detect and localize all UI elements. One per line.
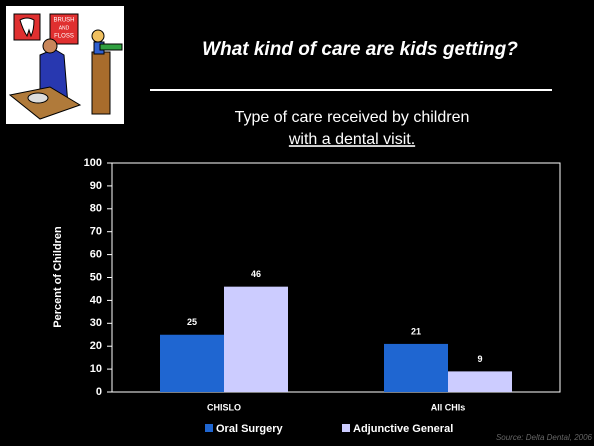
sign-text: AND: [59, 25, 70, 31]
patient: [27, 92, 49, 104]
legend-label: Adjunctive General: [353, 423, 453, 435]
illustration: BRUSH AND FLOSS: [6, 6, 124, 124]
legend-swatch: [205, 424, 213, 432]
bar: [384, 343, 448, 392]
subtitle: with a dental visit.: [288, 131, 415, 148]
legend-label: Oral Surgery: [216, 423, 284, 435]
title: What kind of care are kids getting?: [202, 39, 518, 60]
y-tick-label: 0: [96, 386, 102, 398]
data-label: 46: [251, 269, 261, 279]
x-tick-label: CHISLO: [207, 402, 241, 412]
y-tick-label: 100: [84, 157, 102, 169]
y-tick-label: 30: [90, 317, 102, 329]
y-tick-label: 70: [90, 226, 102, 238]
source: Source: Delta Dental, 2006: [496, 433, 593, 442]
subtitle: Type of care received by children: [235, 109, 470, 126]
chair: [8, 86, 82, 120]
y-axis-label: Percent of Children: [52, 226, 64, 328]
y-tick-label: 60: [90, 249, 102, 261]
y-tick-label: 20: [90, 340, 102, 352]
bar: [224, 286, 288, 392]
tooth-icon: [19, 17, 35, 38]
sign-text: FLOSS: [54, 34, 74, 40]
y-tick-label: 40: [90, 294, 102, 306]
bar: [160, 334, 224, 392]
y-tick-label: 80: [90, 203, 102, 215]
data-label: 21: [411, 326, 421, 336]
sign-text: BRUSH: [53, 18, 74, 24]
speaker-head: [91, 29, 105, 43]
banner: [99, 43, 123, 51]
podium: [91, 51, 111, 115]
data-label: 9: [477, 354, 482, 364]
y-tick-label: 50: [90, 271, 102, 283]
y-tick-label: 10: [90, 363, 102, 375]
data-label: 25: [187, 317, 197, 327]
y-tick-label: 90: [90, 180, 102, 192]
person-head: [42, 38, 58, 54]
x-tick-label: All CHIs: [431, 402, 466, 412]
bar: [448, 371, 512, 392]
sign: [49, 13, 79, 45]
legend-swatch: [342, 424, 350, 432]
